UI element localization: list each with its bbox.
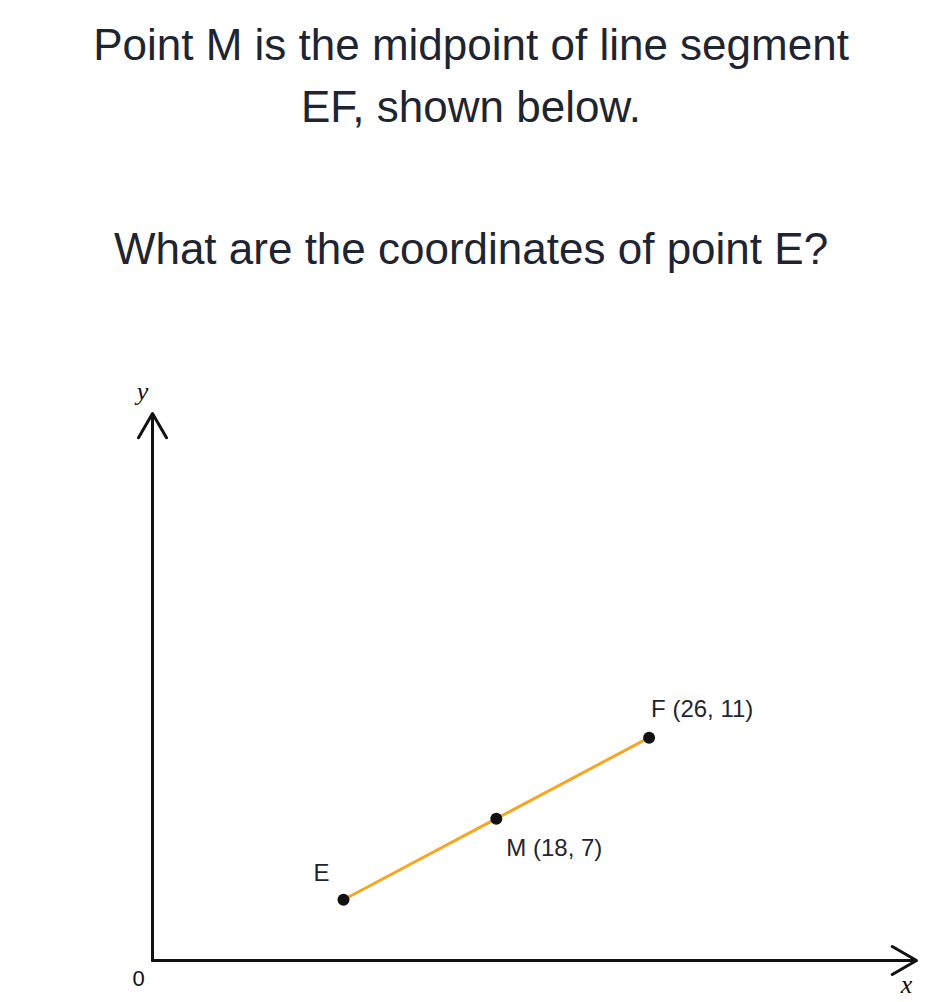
html-text:What are the coordinates of po: What are the coordinates of point E?	[113, 224, 829, 273]
svg-text:x: x	[900, 970, 913, 999]
svg-text:E: E	[313, 859, 329, 886]
svg-text:M (18, 7): M (18, 7)	[506, 834, 602, 861]
svg-text:F (26, 11): F (26, 11)	[651, 695, 753, 722]
svg-text:y: y	[134, 380, 149, 406]
svg-text:0: 0	[132, 966, 144, 991]
html-text:Point M is the midpoint of lin: Point M is the midpoint of line segment …	[93, 20, 849, 131]
